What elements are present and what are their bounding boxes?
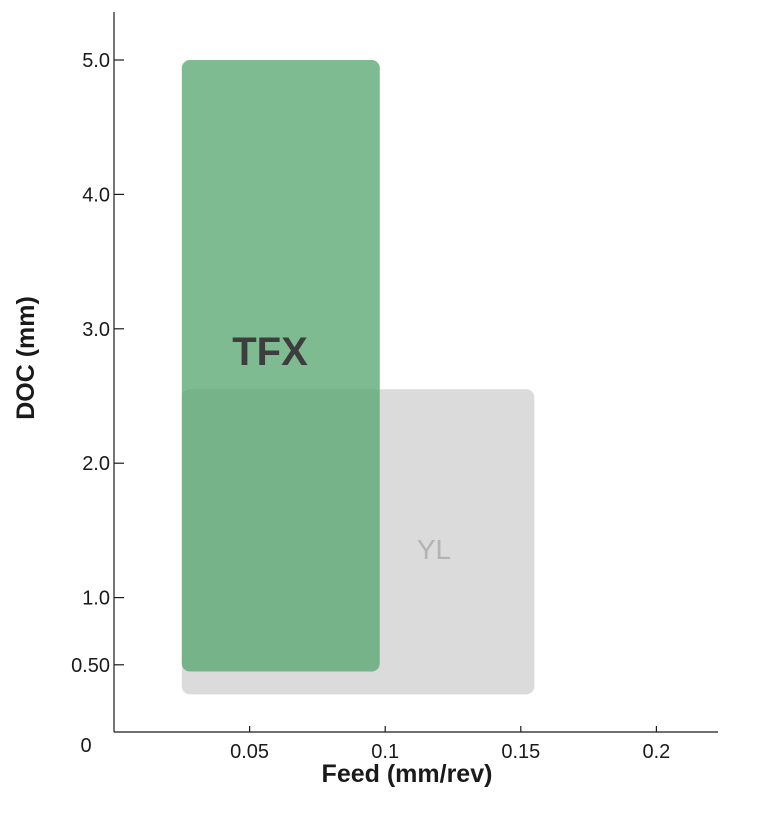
x-tick-label-0.1: 0.1 xyxy=(371,741,399,763)
region-labels: YL TFX xyxy=(232,330,451,565)
y-tick-label-3.0: 3.0 xyxy=(82,319,110,341)
y-ticks: 0.50 1.0 2.0 3.0 4.0 5.0 xyxy=(71,50,124,677)
x-tick-label-0.05: 0.05 xyxy=(230,741,269,763)
y-axis-title: DOC (mm) xyxy=(12,296,40,420)
origin-label: 0 xyxy=(80,735,91,757)
y-tick-label-2.0: 2.0 xyxy=(82,453,110,475)
region-tfx xyxy=(181,60,380,672)
x-ticks: 0.05 0.1 0.15 0.2 xyxy=(230,726,670,763)
y-tick-label-4.0: 4.0 xyxy=(82,184,110,206)
region-label-yl: YL xyxy=(417,534,451,565)
y-tick-label-0.50: 0.50 xyxy=(71,655,110,677)
regions xyxy=(181,60,535,695)
x-tick-label-0.2: 0.2 xyxy=(642,741,670,763)
x-axis-title: Feed (mm/rev) xyxy=(322,760,493,788)
y-tick-label-5.0: 5.0 xyxy=(82,50,110,72)
region-label-tfx: TFX xyxy=(232,330,308,374)
y-tick-label-1.0: 1.0 xyxy=(82,588,110,610)
x-tick-label-0.15: 0.15 xyxy=(501,741,540,763)
